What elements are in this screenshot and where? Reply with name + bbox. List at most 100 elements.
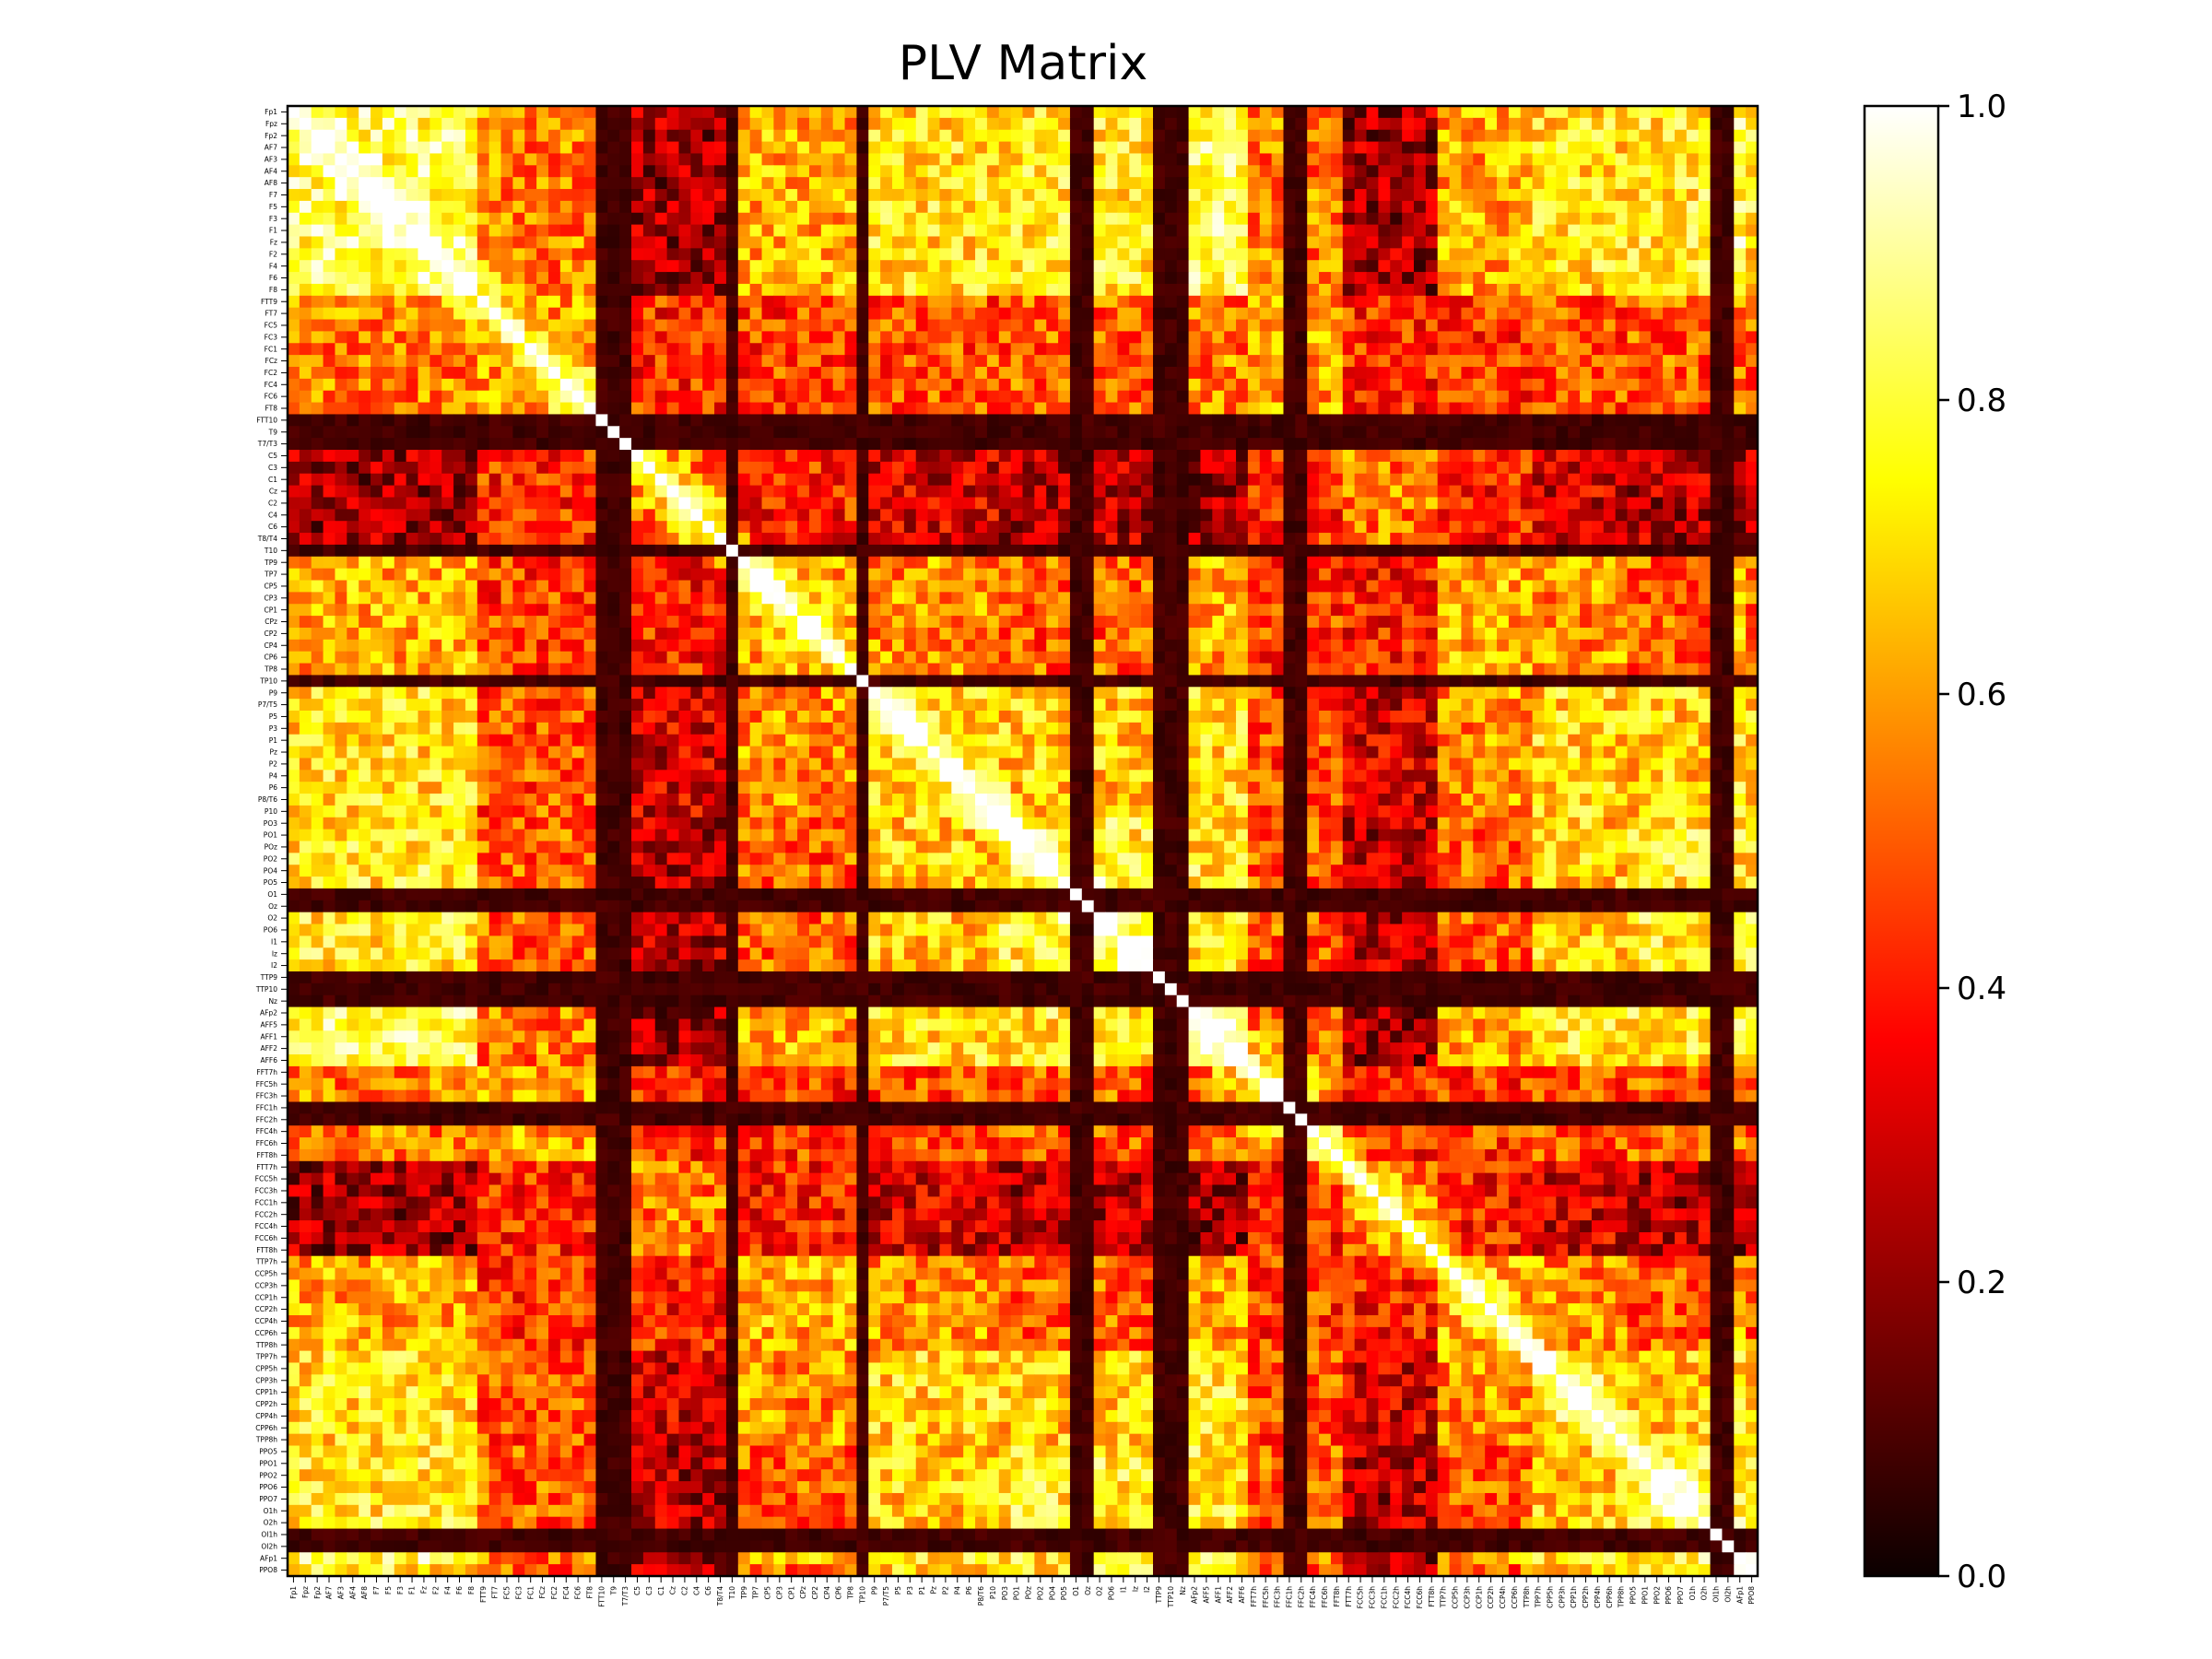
- heatmap-cell: [619, 153, 632, 166]
- heatmap-cell: [595, 485, 608, 498]
- heatmap-cell: [951, 189, 964, 202]
- heatmap-cell: [1603, 485, 1617, 498]
- heatmap-cell: [702, 402, 715, 415]
- heatmap-cell: [1698, 307, 1712, 321]
- heatmap-cell: [512, 283, 525, 297]
- heatmap-cell: [975, 106, 988, 119]
- heatmap-cell: [359, 236, 371, 249]
- heatmap-cell: [1295, 153, 1308, 166]
- heatmap-cell: [500, 117, 513, 131]
- heatmap-cell: [359, 438, 371, 451]
- heatmap-cell: [1212, 177, 1225, 190]
- heatmap-cell: [1295, 438, 1308, 451]
- heatmap-cell: [477, 473, 490, 487]
- heatmap-cell: [1152, 497, 1166, 510]
- heatmap-cell: [797, 544, 810, 558]
- heatmap-cell: [844, 307, 857, 321]
- heatmap-cell: [1366, 378, 1379, 392]
- heatmap-cell: [820, 461, 834, 475]
- heatmap-cell: [1069, 295, 1083, 309]
- heatmap-cell: [1402, 438, 1415, 451]
- heatmap-cell: [808, 355, 822, 368]
- heatmap-cell: [1046, 473, 1059, 487]
- heatmap-cell: [1710, 402, 1723, 415]
- heatmap-cell: [927, 461, 940, 475]
- heatmap-cell: [820, 390, 834, 404]
- heatmap-cell: [323, 153, 335, 166]
- heatmap-cell: [642, 343, 656, 356]
- heatmap-cell: [441, 319, 454, 332]
- heatmap-cell: [382, 129, 395, 143]
- heatmap-cell: [382, 141, 395, 154]
- heatmap-cell: [547, 378, 561, 392]
- heatmap-cell: [441, 248, 454, 261]
- heatmap-cell: [1354, 414, 1368, 427]
- heatmap-cell: [536, 355, 549, 368]
- heatmap-cell: [832, 426, 846, 439]
- heatmap-cell: [1568, 141, 1581, 154]
- heatmap-cell: [1105, 248, 1118, 261]
- heatmap-cell: [418, 189, 430, 202]
- heatmap-cell: [939, 189, 952, 202]
- heatmap-cell: [785, 402, 798, 415]
- heatmap-cell: [1686, 307, 1700, 321]
- heatmap-cell: [1259, 450, 1273, 463]
- heatmap-cell: [429, 248, 442, 261]
- heatmap-cell: [1532, 331, 1545, 344]
- heatmap-cell: [1164, 497, 1178, 510]
- heatmap-cell: [1710, 473, 1723, 487]
- heatmap-cell: [1164, 521, 1178, 534]
- heatmap-cell: [1497, 343, 1510, 356]
- heatmap-cell: [394, 556, 407, 570]
- heatmap-cell: [1069, 473, 1083, 487]
- heatmap-cell: [299, 212, 312, 226]
- heatmap-cell: [571, 438, 585, 451]
- heatmap-cell: [998, 248, 1012, 261]
- heatmap-cell: [1010, 117, 1023, 131]
- heatmap-cell: [1591, 212, 1605, 226]
- heatmap-cell: [1485, 485, 1498, 498]
- heatmap-cell: [1627, 129, 1640, 143]
- heatmap-cell: [1081, 141, 1095, 154]
- heatmap-cell: [1674, 402, 1688, 415]
- heatmap-cell: [371, 272, 383, 285]
- heatmap-cell: [536, 189, 549, 202]
- heatmap-cell: [642, 509, 656, 522]
- heatmap-cell: [1152, 117, 1166, 131]
- heatmap-cell: [512, 200, 525, 214]
- heatmap-cell: [737, 509, 751, 522]
- heatmap-cell: [856, 260, 869, 273]
- heatmap-cell: [1224, 509, 1237, 522]
- heatmap-cell: [631, 177, 644, 190]
- heatmap-cell: [998, 295, 1012, 309]
- heatmap-cell: [1010, 331, 1023, 344]
- heatmap-cell: [1247, 272, 1261, 285]
- heatmap-cell: [547, 236, 561, 249]
- heatmap-cell: [1046, 461, 1059, 475]
- heatmap-cell: [1532, 414, 1545, 427]
- heatmap-cell: [832, 438, 846, 451]
- heatmap-cell: [1639, 556, 1652, 570]
- heatmap-cell: [311, 165, 324, 178]
- heatmap-cell: [1615, 165, 1629, 178]
- heatmap-cell: [1224, 438, 1237, 451]
- heatmap-cell: [939, 544, 952, 558]
- heatmap-cell: [1532, 272, 1545, 285]
- heatmap-cell: [702, 390, 715, 404]
- heatmap-cell: [773, 224, 786, 237]
- heatmap-cell: [1698, 402, 1712, 415]
- heatmap-cell: [892, 106, 905, 119]
- heatmap-cell: [1034, 568, 1047, 582]
- heatmap-cell: [1627, 461, 1640, 475]
- heatmap-cell: [1520, 533, 1534, 546]
- heatmap-cell: [868, 473, 881, 487]
- heatmap-cell: [583, 212, 596, 226]
- heatmap-cell: [500, 366, 513, 380]
- heatmap-cell: [441, 544, 454, 558]
- heatmap-cell: [1141, 200, 1154, 214]
- heatmap-cell: [1188, 485, 1201, 498]
- heatmap-cell: [418, 260, 430, 273]
- heatmap-cell: [1319, 355, 1332, 368]
- heatmap-cell: [536, 260, 549, 273]
- heatmap-cell: [335, 129, 347, 143]
